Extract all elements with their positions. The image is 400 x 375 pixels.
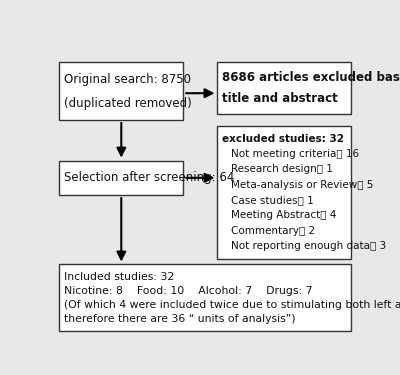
Text: Original search: 8750: Original search: 8750 xyxy=(64,73,191,86)
FancyBboxPatch shape xyxy=(59,264,351,331)
Text: (Of which 4 were included twice due to stimulating both left and right,: (Of which 4 were included twice due to s… xyxy=(64,300,400,310)
Text: Included studies: 32: Included studies: 32 xyxy=(64,272,174,282)
Text: Meeting Abstract： 4: Meeting Abstract： 4 xyxy=(231,210,337,220)
Text: therefore there are 36 “ units of analysis”): therefore there are 36 “ units of analys… xyxy=(64,314,296,324)
Text: excluded studies: 32: excluded studies: 32 xyxy=(222,134,344,144)
FancyBboxPatch shape xyxy=(59,160,183,195)
Text: Not reporting enough data： 3: Not reporting enough data： 3 xyxy=(231,241,386,251)
Text: Research design： 1: Research design： 1 xyxy=(231,164,333,174)
Text: 8686 articles excluded based on: 8686 articles excluded based on xyxy=(222,71,400,84)
Text: Commentary： 2: Commentary： 2 xyxy=(231,225,316,236)
Text: Meta-analysis or Review： 5: Meta-analysis or Review： 5 xyxy=(231,180,374,190)
FancyBboxPatch shape xyxy=(59,62,183,120)
FancyBboxPatch shape xyxy=(218,62,351,114)
Text: Nicotine: 8    Food: 10    Alcohol: 7    Drugs: 7: Nicotine: 8 Food: 10 Alcohol: 7 Drugs: 7 xyxy=(64,286,312,296)
Text: (duplicated removed): (duplicated removed) xyxy=(64,96,192,109)
Text: Not meeting criteria： 16: Not meeting criteria： 16 xyxy=(231,149,360,159)
Text: Case studies： 1: Case studies： 1 xyxy=(231,195,314,205)
Text: Selection after screening: 64: Selection after screening: 64 xyxy=(64,171,234,184)
Text: title and abstract: title and abstract xyxy=(222,92,338,105)
FancyBboxPatch shape xyxy=(218,126,351,259)
